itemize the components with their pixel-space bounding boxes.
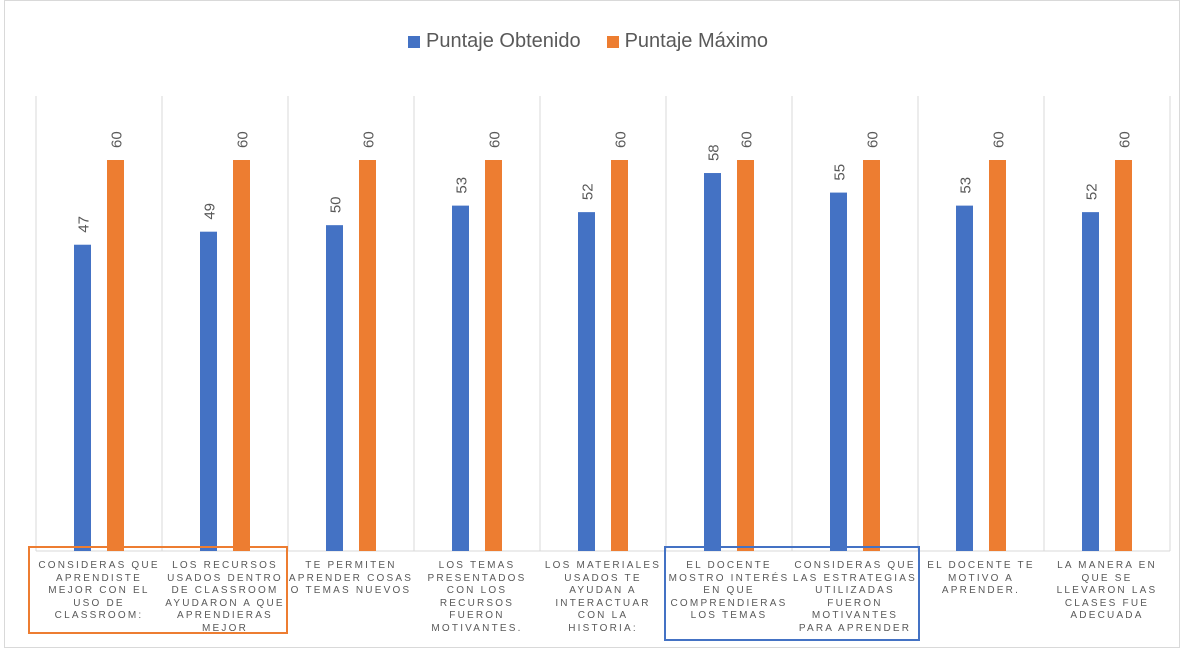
bar-obtenido: [326, 225, 343, 551]
legend-item-maximo: Puntaje Máximo: [606, 30, 768, 53]
data-label-maximo: 60: [487, 131, 504, 148]
bar-maximo: [233, 160, 250, 551]
bar-obtenido: [704, 173, 721, 552]
bar-obtenido: [578, 212, 595, 551]
bar-maximo: [989, 160, 1006, 551]
data-label-maximo: 60: [235, 131, 252, 148]
data-label-obtenido: 49: [202, 203, 219, 220]
bar-maximo: [737, 160, 754, 551]
chart-frame: [4, 0, 1180, 648]
bar-obtenido: [956, 205, 973, 551]
legend-swatch-maximo: [606, 35, 619, 48]
bar-obtenido: [200, 231, 217, 551]
data-label-obtenido: 53: [454, 177, 471, 194]
category-label: LA MANERA EN QUE SE LLEVARON LAS CLASES …: [1056, 560, 1158, 621]
legend-label-maximo: Puntaje Máximo: [624, 30, 768, 52]
bar-maximo: [485, 160, 502, 551]
chart-legend: Puntaje Obtenido Puntaje Máximo: [0, 30, 1176, 53]
data-label-obtenido: 50: [328, 196, 345, 213]
bar-maximo: [359, 160, 376, 551]
category-label: TE PERMITEN APRENDER COSAS O TEMAS NUEVO…: [288, 560, 414, 596]
data-label-obtenido: 58: [706, 144, 723, 161]
legend-label-obtenido: Puntaje Obtenido: [426, 30, 581, 52]
data-label-maximo: 60: [991, 131, 1008, 148]
data-label-maximo: 60: [613, 131, 630, 148]
bar-maximo: [863, 160, 880, 551]
legend-item-obtenido: Puntaje Obtenido: [408, 30, 581, 53]
category-label: LOS TEMAS PRESENTADOS CON LOS RECURSOS F…: [427, 560, 527, 634]
category-label: LOS MATERIALES USADOS TE AYUDAN A INTERA…: [544, 560, 662, 634]
legend-swatch-obtenido: [408, 35, 421, 48]
bar-obtenido: [452, 205, 469, 551]
data-label-obtenido: 53: [958, 177, 975, 194]
category-label: CONSIDERAS QUE LAS ESTRATEGIAS UTILIZADA…: [793, 560, 917, 634]
category-label: LOS RECURSOS USADOS DENTRO DE CLASSROOM …: [165, 560, 285, 634]
bar-maximo: [1115, 160, 1132, 551]
bar-obtenido: [1082, 212, 1099, 551]
data-label-obtenido: 55: [832, 164, 849, 181]
data-label-maximo: 60: [109, 131, 126, 148]
category-label: EL DOCENTE TE MOTIVO A APRENDER.: [927, 560, 1035, 596]
bar-obtenido: [830, 192, 847, 552]
data-label-obtenido: 52: [580, 183, 597, 200]
data-label-obtenido: 47: [76, 216, 93, 233]
data-label-maximo: 60: [865, 131, 882, 148]
data-label-maximo: 60: [739, 131, 756, 148]
highlight-box: [28, 546, 288, 634]
data-label-obtenido: 52: [1084, 183, 1101, 200]
bar-maximo: [611, 160, 628, 551]
category-label: CONSIDERAS QUE APRENDISTE MEJOR CON EL U…: [38, 560, 160, 621]
data-label-maximo: 60: [1117, 131, 1134, 148]
category-label: EL DOCENTE MOSTRO INTERÉS EN QUE COMPREN…: [668, 560, 790, 621]
data-label-maximo: 60: [361, 131, 378, 148]
bar-maximo: [107, 160, 124, 551]
bar-obtenido: [74, 244, 91, 551]
highlight-box: [664, 546, 920, 641]
